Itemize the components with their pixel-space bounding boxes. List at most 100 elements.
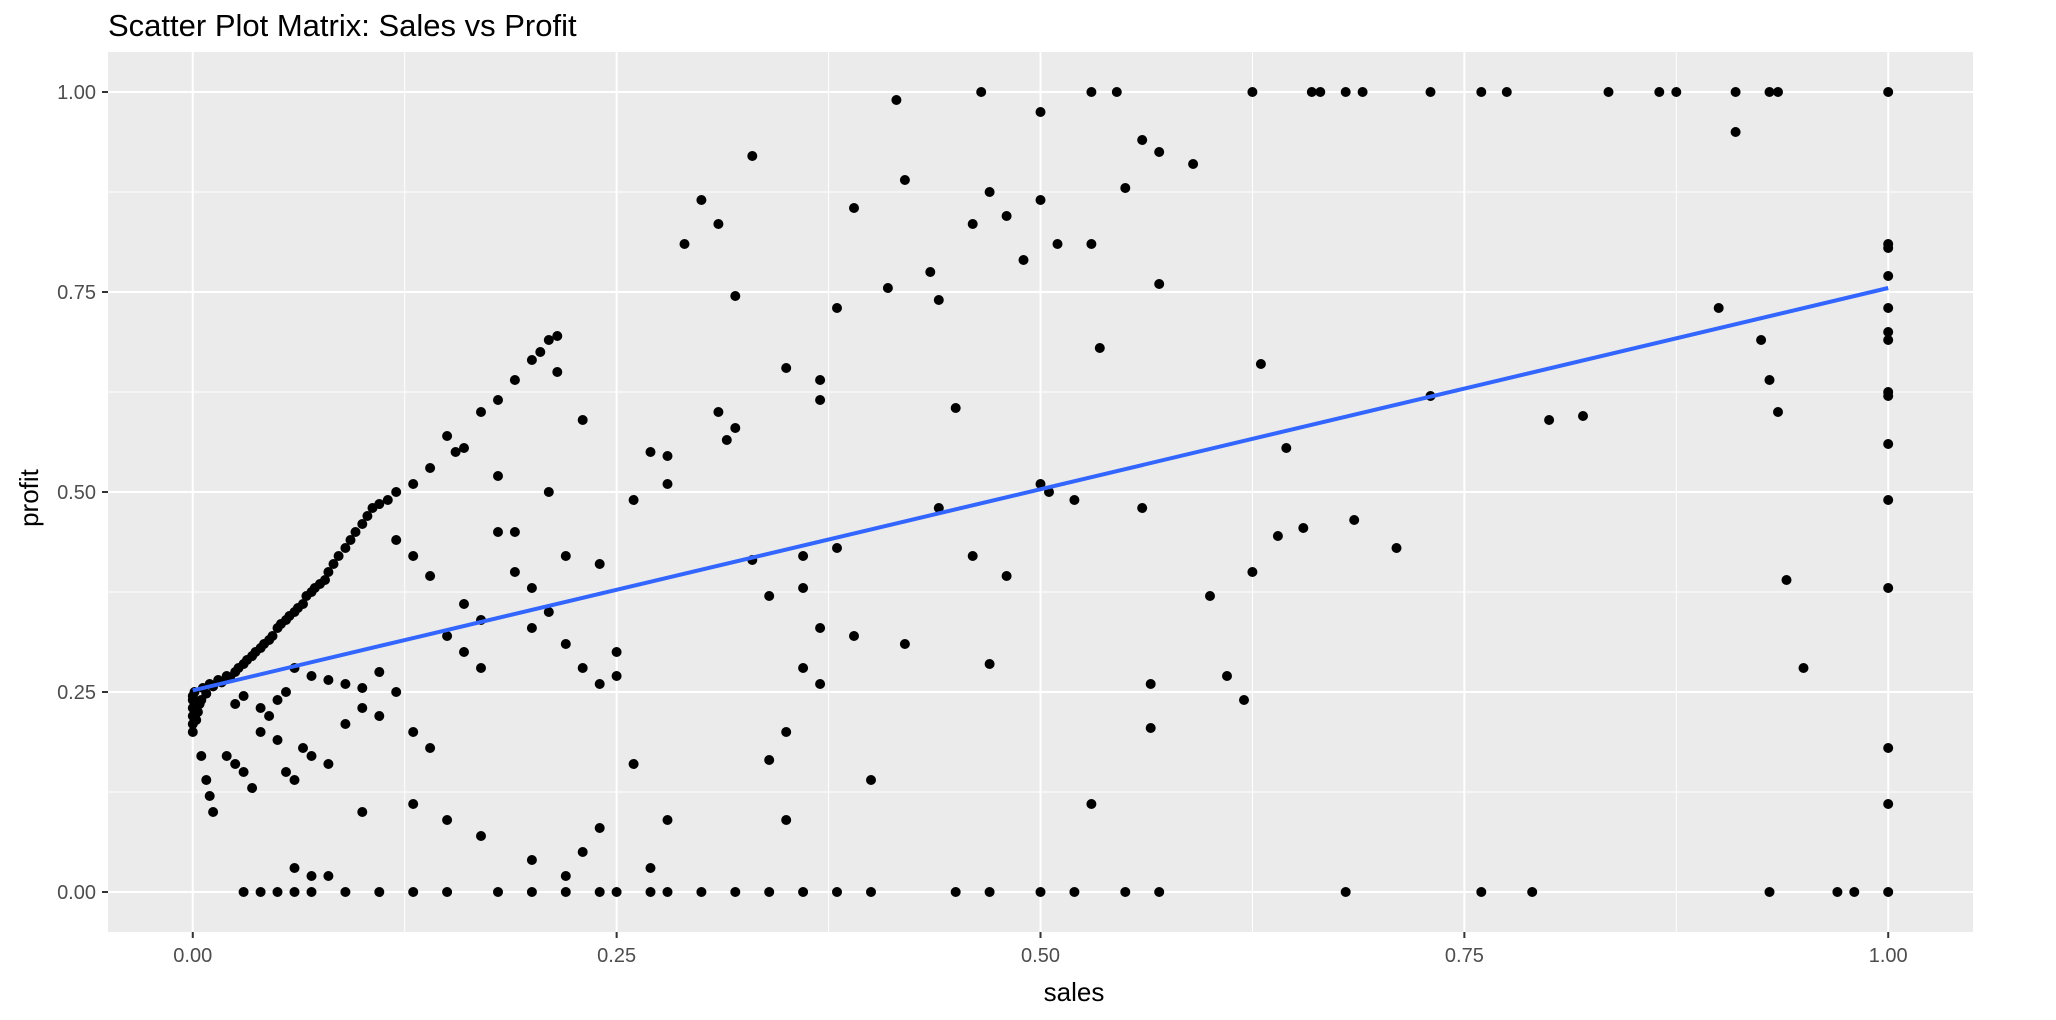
x-axis-title: sales (1044, 977, 1105, 1007)
data-point (1272, 531, 1283, 541)
data-point (1883, 495, 1894, 505)
data-point (509, 375, 520, 385)
x-tick-label: 0.50 (1021, 945, 1060, 967)
data-point (560, 871, 571, 881)
data-point (1883, 303, 1894, 313)
data-point (328, 559, 339, 569)
data-point (238, 887, 249, 897)
data-point (238, 691, 249, 701)
data-point (1255, 359, 1266, 369)
data-point (1247, 567, 1258, 577)
data-point (815, 679, 826, 689)
data-point (357, 807, 368, 817)
data-point (340, 719, 351, 729)
data-point (1001, 211, 1012, 221)
data-point (1883, 439, 1894, 449)
data-point (849, 631, 859, 641)
data-point (866, 887, 876, 897)
data-point (1154, 279, 1165, 289)
data-point (408, 551, 419, 561)
data-point (1501, 87, 1512, 97)
data-point (201, 688, 212, 699)
data-point (832, 887, 842, 897)
data-point (289, 775, 300, 785)
data-point (1883, 327, 1894, 337)
data-point (1001, 571, 1012, 581)
data-point (1883, 887, 1894, 897)
data-point (798, 663, 809, 673)
data-point (1764, 887, 1775, 897)
data-point (1069, 495, 1080, 505)
data-point (1883, 799, 1894, 809)
data-point (201, 775, 212, 785)
data-point (1883, 243, 1894, 253)
data-point (230, 759, 241, 769)
data-point (1883, 87, 1894, 97)
data-point (662, 815, 673, 825)
data-point (628, 759, 639, 769)
trend-line (192, 286, 1889, 693)
data-point (1671, 87, 1682, 97)
data-point (374, 711, 385, 721)
data-point (382, 495, 393, 505)
data-point (526, 887, 537, 897)
data-point (459, 443, 469, 453)
data-point (645, 447, 656, 457)
data-point (832, 303, 842, 313)
data-point (1094, 343, 1105, 353)
x-axis-ticks: 0.00 0.25 0.50 0.75 1.00 (173, 932, 1908, 967)
y-axis-title: profit (14, 468, 44, 527)
data-point (320, 575, 330, 585)
data-point (560, 639, 571, 649)
data-point (1222, 671, 1232, 681)
data-point (476, 407, 486, 417)
data-point (333, 551, 344, 561)
data-point (1154, 147, 1165, 157)
data-point (1883, 271, 1894, 281)
data-point (255, 887, 266, 897)
data-point (526, 355, 537, 365)
data-point (362, 511, 373, 521)
data-point (721, 435, 732, 445)
data-point (340, 679, 351, 689)
data-point (696, 887, 707, 897)
data-point (357, 703, 368, 713)
x-tick-label: 1.00 (1869, 945, 1908, 967)
data-point (306, 887, 317, 897)
data-point (713, 407, 724, 417)
data-point (306, 751, 317, 761)
data-point (357, 683, 368, 693)
data-point (340, 887, 351, 897)
data-point (191, 715, 202, 725)
data-point (187, 727, 198, 737)
data-point (899, 175, 910, 185)
data-point (264, 711, 275, 721)
data-point (594, 559, 605, 569)
data-point (391, 487, 402, 497)
data-point (730, 423, 741, 433)
x-tick-label: 0.25 (597, 945, 636, 967)
data-point (425, 743, 436, 753)
y-tick-label: 0.00 (57, 882, 96, 904)
data-point (459, 647, 469, 657)
trend-line-group (192, 286, 1889, 693)
data-point (543, 487, 554, 497)
data-point (1654, 87, 1665, 97)
data-point (1069, 887, 1080, 897)
data-point (594, 823, 605, 833)
data-point (493, 395, 503, 405)
data-point (984, 187, 995, 197)
data-point (298, 743, 308, 753)
data-point (611, 647, 622, 657)
data-point (1340, 87, 1351, 97)
data-point (476, 663, 486, 673)
data-point (1798, 663, 1809, 673)
data-point (594, 887, 605, 897)
data-point (493, 527, 503, 537)
data-point (662, 479, 673, 489)
data-point (1145, 723, 1156, 733)
data-point (1035, 479, 1046, 489)
data-point (289, 863, 300, 873)
data-point (509, 567, 520, 577)
y-tick-label: 0.25 (57, 682, 96, 704)
